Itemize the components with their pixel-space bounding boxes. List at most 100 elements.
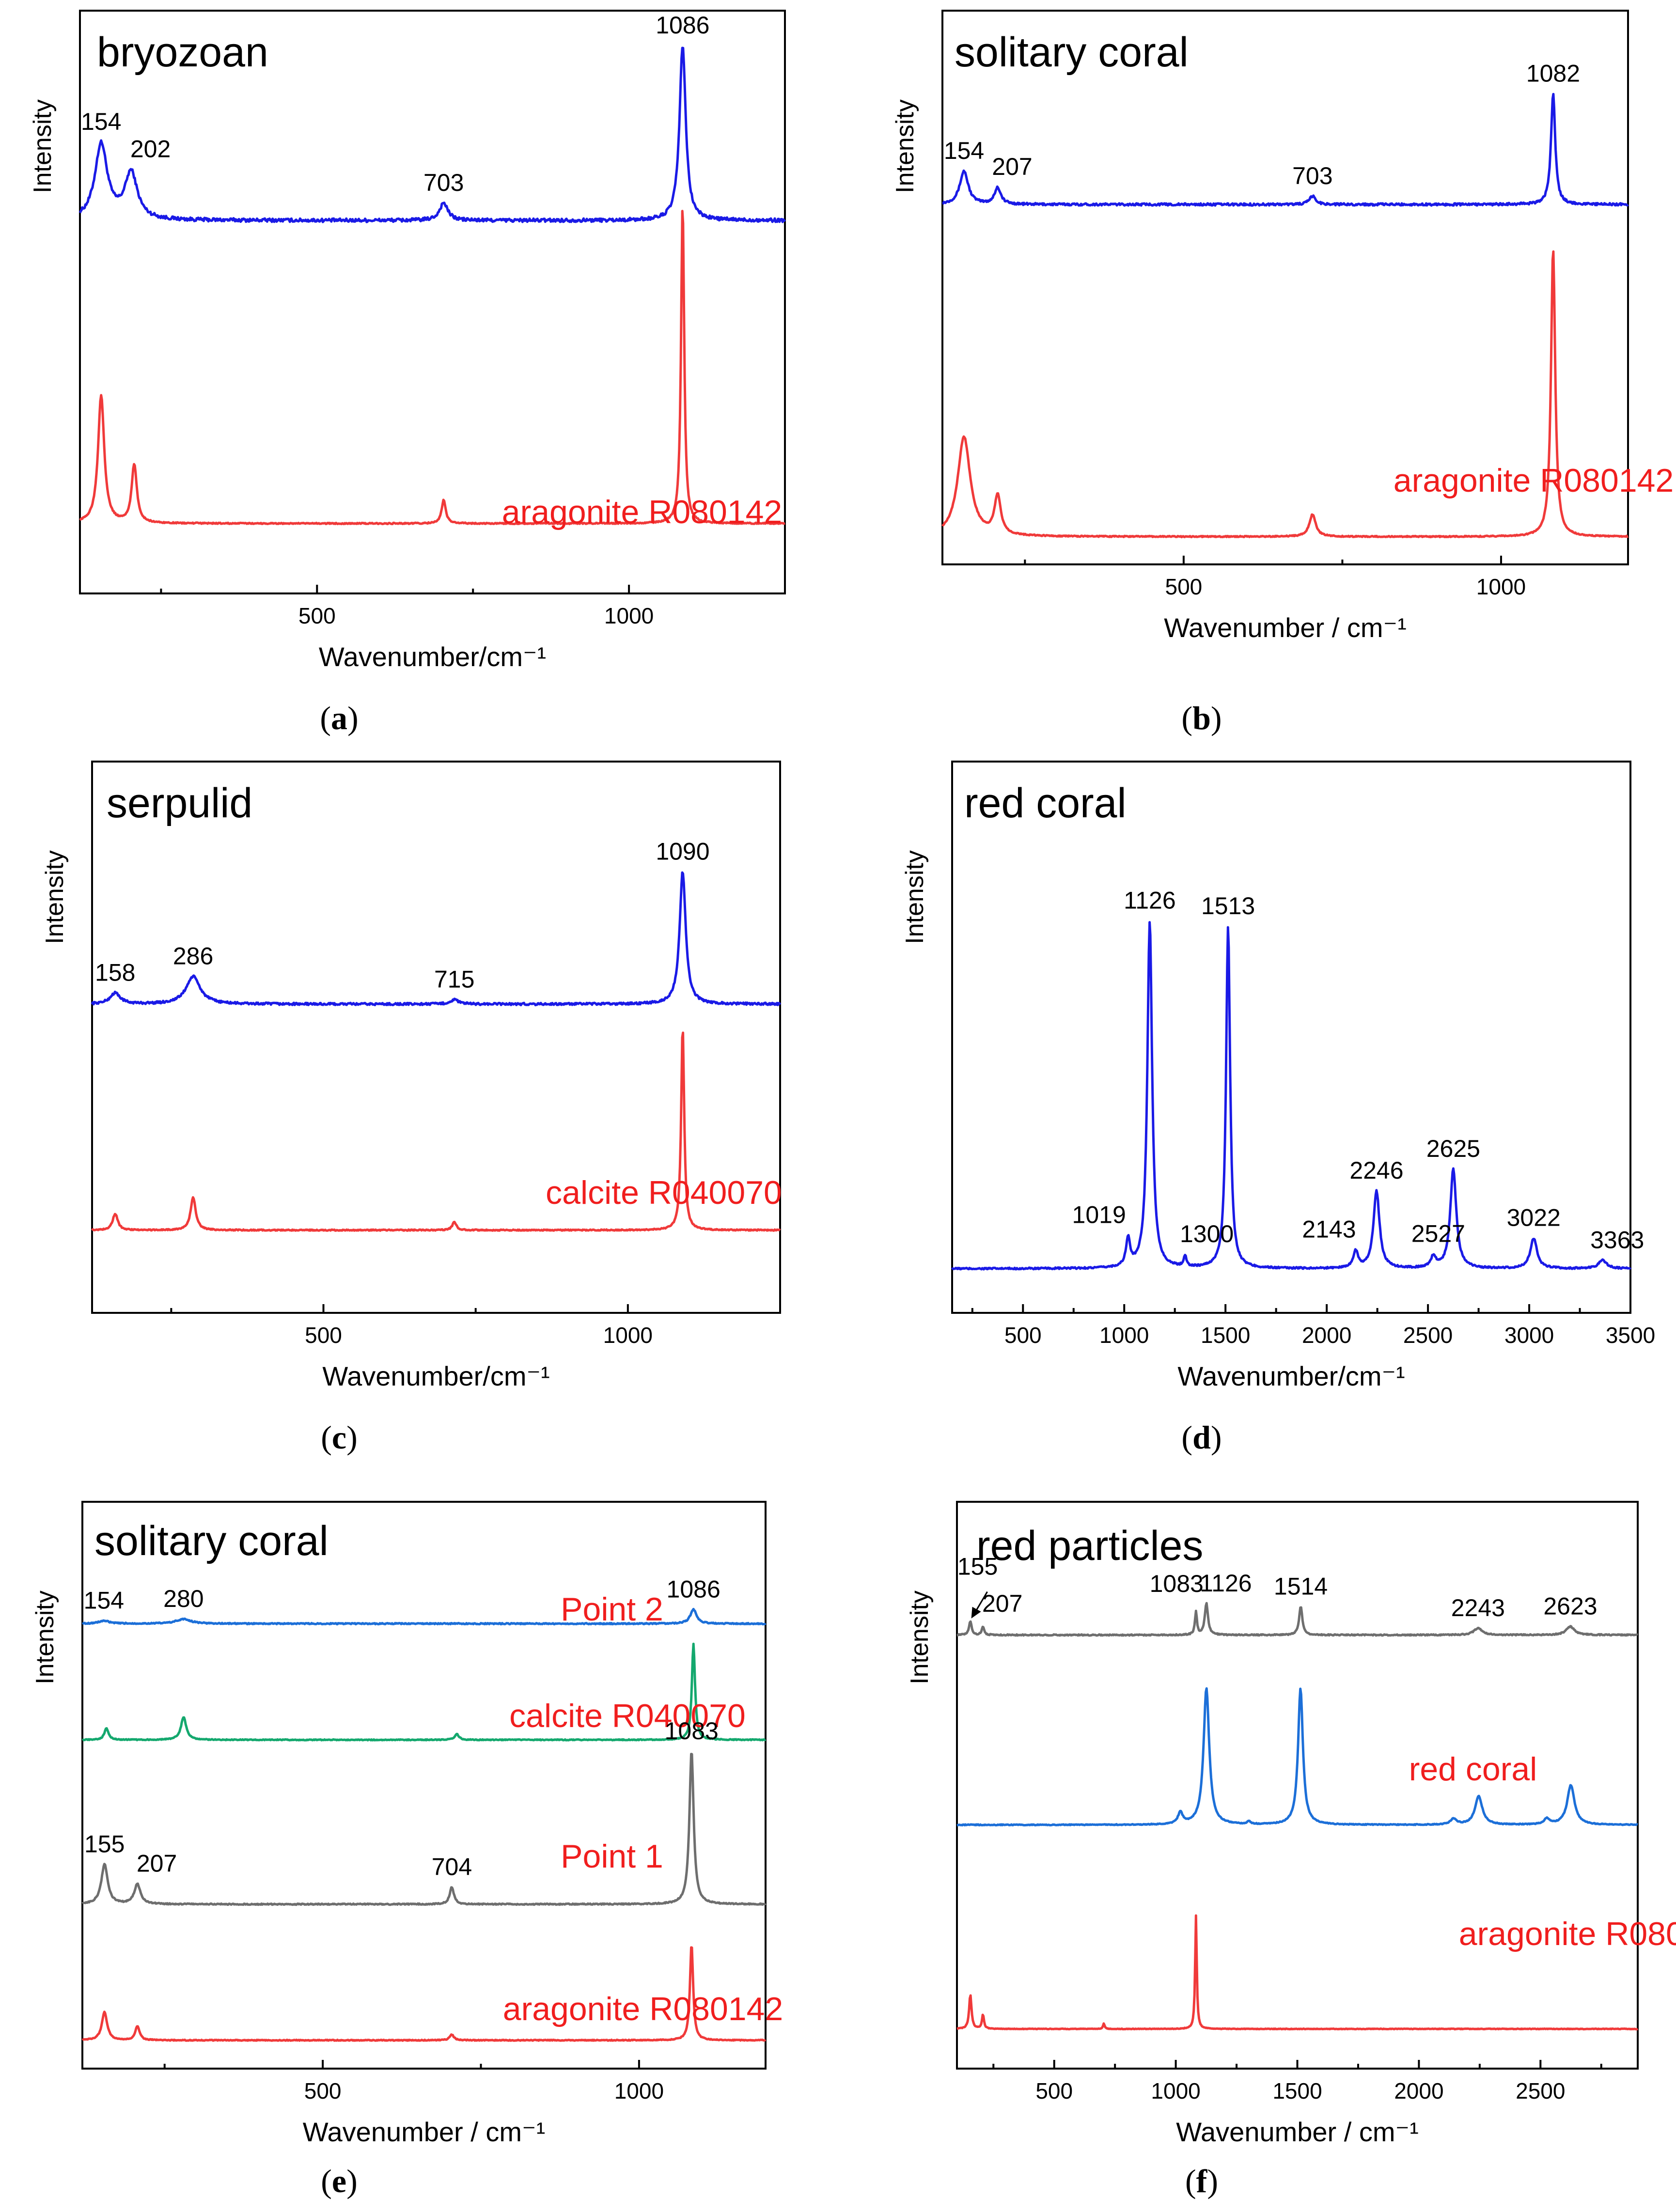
peak-label: 155	[957, 1553, 998, 1580]
x-tick-label: 500	[1004, 1323, 1042, 1348]
caption-a: (a)	[320, 700, 358, 736]
spectrum-line	[956, 1914, 1639, 2031]
peak-label: 155	[84, 1830, 125, 1857]
panel-title: solitary coral	[94, 1518, 329, 1564]
caption-e: (e)	[321, 2163, 358, 2199]
y-axis-label: Intensity	[31, 1590, 59, 1684]
x-tick-label: 500	[1035, 2078, 1073, 2103]
x-tick-label: 1000	[1099, 1323, 1149, 1348]
spectrum-line	[91, 1031, 781, 1232]
peak-label: 1126	[1124, 887, 1176, 914]
series-label: Point 1	[561, 1838, 663, 1875]
plot-frame	[951, 761, 1631, 1314]
x-tick-label: 1500	[1201, 1323, 1250, 1348]
y-axis-label: Intensity	[41, 850, 69, 944]
y-axis-label: Intensity	[891, 99, 919, 193]
peak-label: 2625	[1426, 1135, 1480, 1162]
caption-b: (b)	[1181, 700, 1222, 736]
x-axis-label: Wavenumber/cm⁻¹	[322, 1361, 549, 1391]
peak-label: 1083	[1150, 1570, 1204, 1597]
peak-label: 1086	[667, 1575, 721, 1603]
spectrum-line	[956, 1687, 1638, 1827]
panel-e-solitary-coral-points: 500 1000 Wavenumber / cm⁻¹ Intensity solitar…	[31, 1501, 783, 2147]
x-tick-label: 500	[298, 603, 336, 628]
peak-label: 286	[173, 943, 213, 970]
spectrum-line	[956, 1602, 1639, 1637]
peak-label: 2623	[1543, 1592, 1597, 1620]
plot-frame	[91, 761, 781, 1314]
peak-label: 158	[95, 959, 135, 986]
panel-title: serpulid	[107, 780, 252, 826]
peak-label: 154	[81, 108, 121, 135]
peak-label: 207	[137, 1850, 177, 1877]
panel-a-bryozoan: 500 1000 Wavenumber/cm⁻¹ Intensity bryozoan 1…	[29, 10, 786, 672]
series-label: aragonite R080142	[1459, 1916, 1676, 1952]
peak-label: 2243	[1451, 1594, 1505, 1621]
peak-label: 280	[163, 1585, 204, 1612]
peak-label: 703	[1292, 162, 1332, 189]
spectrum-line	[81, 1946, 767, 2042]
peak-label: 1513	[1201, 892, 1255, 919]
peak-label: 2527	[1411, 1220, 1465, 1247]
peak-label: 207	[982, 1590, 1022, 1617]
peak-label: 1019	[1072, 1201, 1126, 1228]
spectrum-line	[942, 93, 1629, 207]
caption-d: (d)	[1181, 1419, 1222, 1456]
peak-label: 715	[434, 966, 474, 993]
series-label: red coral	[1409, 1751, 1537, 1788]
peak-label: 3363	[1590, 1226, 1644, 1253]
peak-label: 1514	[1274, 1573, 1328, 1600]
panel-title: red coral	[964, 780, 1127, 826]
peak-label: 3022	[1507, 1204, 1561, 1231]
x-tick-label: 1000	[603, 1323, 653, 1348]
x-tick-label: 1000	[614, 2078, 664, 2103]
spectrum-line	[91, 871, 782, 1007]
x-tick-label: 500	[1165, 574, 1202, 599]
series-label: calcite R040070	[509, 1698, 746, 1734]
x-tick-label: 500	[304, 2078, 342, 2103]
peak-label: 1086	[656, 12, 709, 39]
panel-title: red particles	[976, 1523, 1203, 1569]
peak-label: 2246	[1349, 1157, 1403, 1184]
peak-label: 1126	[1200, 1570, 1252, 1597]
panel-title: solitary coral	[955, 29, 1189, 76]
x-tick-label: 1000	[604, 603, 654, 628]
x-tick-label: 3500	[1606, 1323, 1655, 1348]
series-label: aragonite R080142	[502, 494, 782, 530]
x-axis-label: Wavenumber/cm⁻¹	[1177, 1361, 1405, 1391]
plot-frame	[79, 10, 786, 594]
peak-label: 1300	[1180, 1220, 1234, 1247]
x-axis-label: Wavenumber / cm⁻¹	[303, 2117, 545, 2147]
spectrum-line	[79, 210, 785, 526]
peak-label: 207	[992, 153, 1032, 180]
peak-label: 154	[944, 137, 984, 164]
spectrum-line	[81, 1607, 767, 1626]
annotation-arrowhead	[971, 1606, 981, 1619]
spectrum-line	[81, 1642, 767, 1742]
caption-f: (f)	[1185, 2163, 1218, 2199]
panel-title: bryozoan	[97, 29, 268, 76]
panel-f-red-particles: 500 1000 1500 2000 2500 Wavenumber / cm⁻¹ Inte…	[906, 1501, 1676, 2147]
x-tick-label: 1000	[1476, 574, 1526, 599]
peak-label: 1083	[665, 1717, 719, 1745]
series-label: Point 2	[561, 1591, 663, 1628]
x-axis-label: Wavenumber / cm⁻¹	[1176, 2117, 1418, 2147]
x-tick-label: 2000	[1302, 1323, 1351, 1348]
spectrum-line	[951, 921, 1631, 1271]
x-tick-label: 1000	[1151, 2078, 1200, 2103]
x-tick-label: 2500	[1403, 1323, 1453, 1348]
x-tick-label: 500	[305, 1323, 342, 1348]
panel-d-red-coral: 500 1000 1500 2000 2500 3000 3500 Wavenumber/cm…	[901, 761, 1655, 1391]
peak-label: 1090	[656, 838, 709, 865]
plot-frame	[81, 1501, 767, 2070]
caption-c: (c)	[321, 1419, 358, 1456]
x-tick-label: 2500	[1516, 2078, 1565, 2103]
x-tick-label: 1500	[1272, 2078, 1322, 2103]
x-axis-label: Wavenumber / cm⁻¹	[1164, 612, 1406, 643]
panel-b-solitary-coral: 500 1000 Wavenumber / cm⁻¹ Intensity solitar…	[891, 10, 1674, 643]
peak-label: 704	[432, 1854, 472, 1881]
plot-frame	[941, 10, 1629, 565]
series-label: aragonite R080142	[503, 1991, 783, 2027]
x-axis-label: Wavenumber/cm⁻¹	[319, 641, 546, 672]
